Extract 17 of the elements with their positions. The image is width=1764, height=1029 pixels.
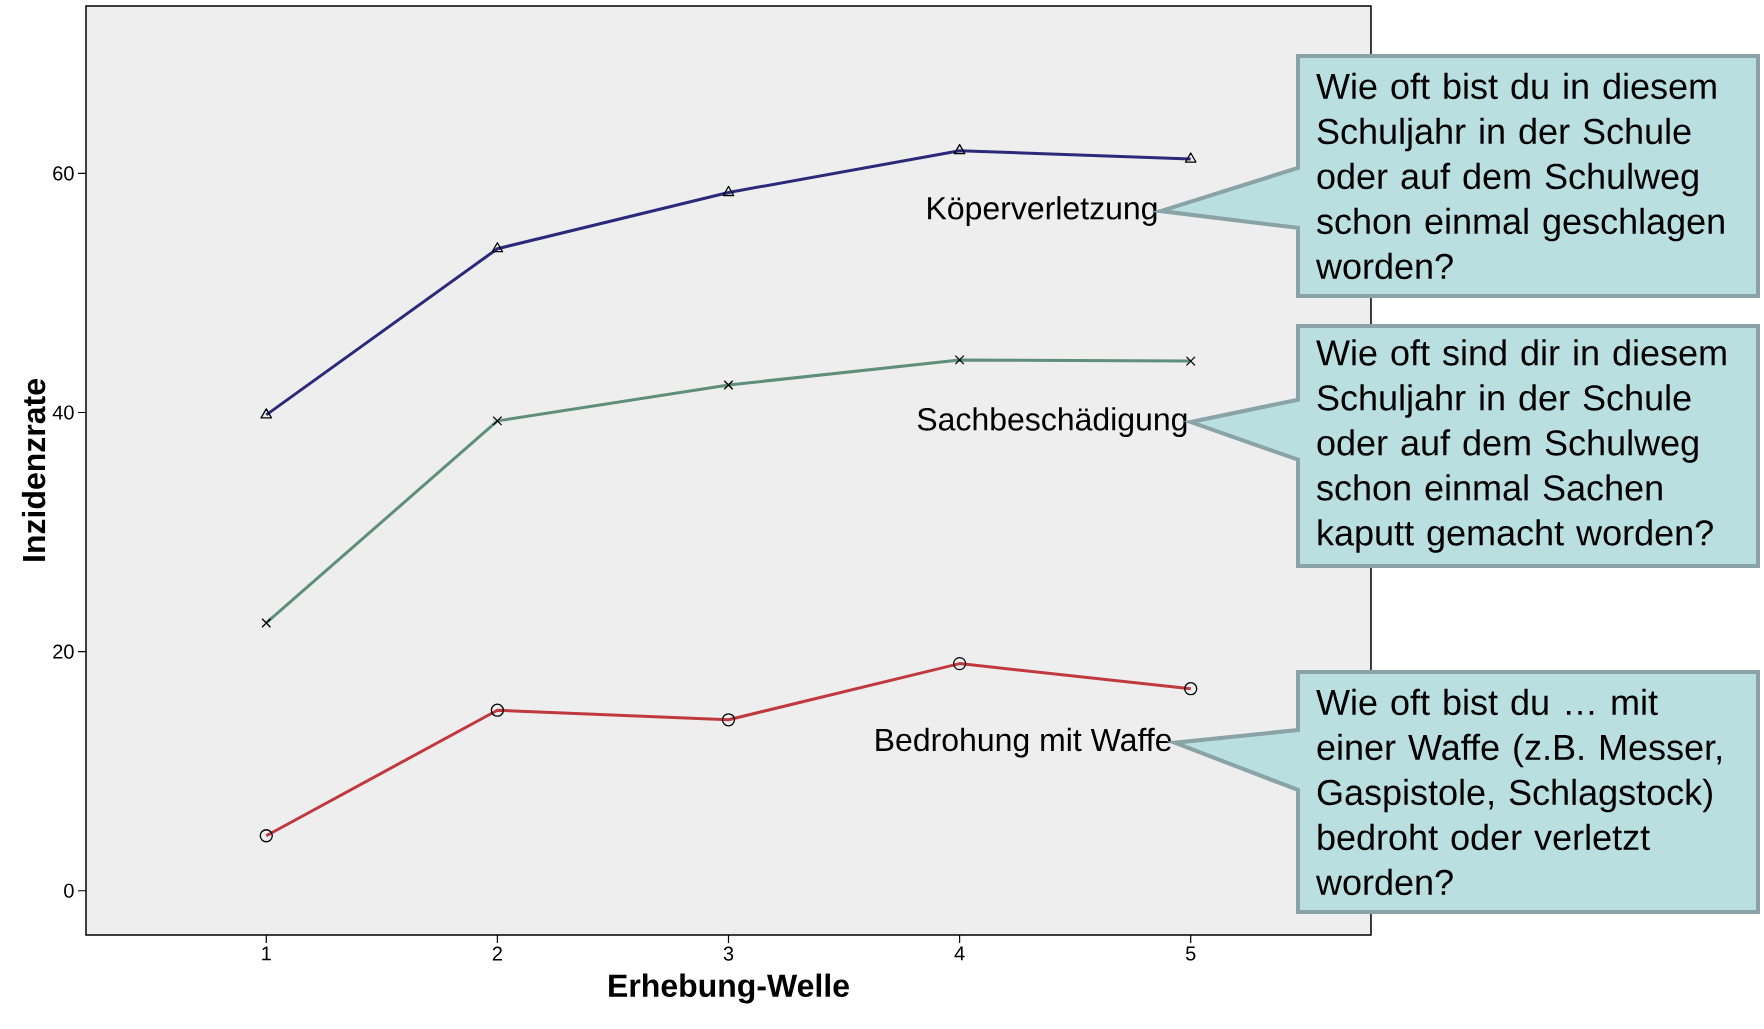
x-tick-label: 2 [492,946,502,961]
series-label: Köperverletzung [928,196,1157,226]
series-label: Sachbeschädigung [917,407,1187,438]
y-tick-label: 40 [52,405,74,420]
x-axis-title: Erhebung-Welle [609,973,849,1004]
x-tick-label: 4 [954,946,965,961]
annotation: Wie oft bist du in diesem Schuljahr in der Schule oder auf dem Schulweg schon einmal geschlagen worden? [1315,72,1724,280]
y-axis-title: Inzidenzrate [21,379,46,561]
x-tick-label: 1 [262,946,271,961]
x-tick-label: 3 [723,946,734,961]
annotation: Wie oft bist du … mit einer Waffe (z.B. Messer, Gaspistole, Schlagstock) bedroht oder verletzt worden? [1315,688,1721,896]
y-tick-label: 0 [64,883,74,898]
annotation: Wie oft sind dir in diesem Schuljahr in der Schule oder auf dem Schulweg schon einmal Sachen kaputt gemacht worden? [1316,339,1726,553]
series-label: Bedrohung mit Waffe [876,727,1172,758]
y-tick-label: 60 [53,166,74,181]
y-tick-label: 20 [53,644,74,659]
x-tick-label: 5 [1185,946,1196,961]
